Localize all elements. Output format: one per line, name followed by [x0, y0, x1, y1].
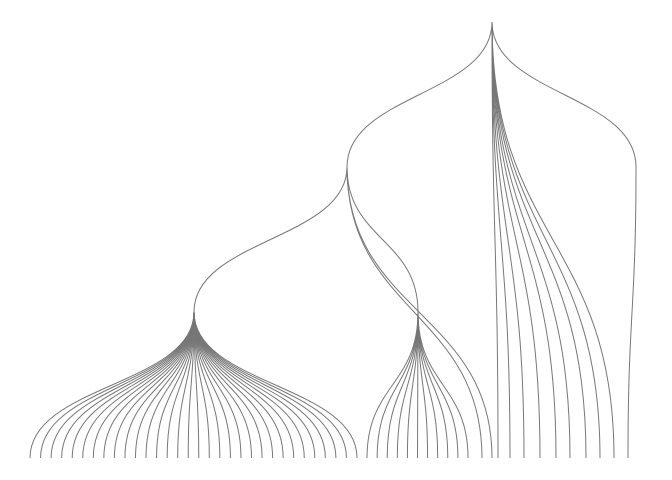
- link-a-a2: [346, 166, 419, 313]
- tree-links: [29, 21, 637, 459]
- link-root-r1: [491, 21, 499, 459]
- link-a-a4: [346, 166, 493, 459]
- a2-leaf-link-0: [366, 311, 419, 459]
- a1-leaf-link-2: [50, 311, 195, 459]
- a1-leaf-link-23: [193, 311, 274, 459]
- a1-leaf-link-3: [61, 311, 195, 459]
- link-root-a: [346, 21, 493, 168]
- link-root-r2: [491, 21, 511, 459]
- link-root-b: [491, 21, 637, 168]
- a1-leaf-link-8: [113, 311, 195, 459]
- link-b-b1: [627, 166, 637, 459]
- a2-leaf-link-1: [376, 311, 419, 459]
- a1-leaf-link-22: [193, 311, 263, 459]
- a1-leaf-link-12: [156, 311, 195, 459]
- link-a-a3: [346, 166, 483, 459]
- link-root-r5: [491, 21, 557, 459]
- a1-leaf-link-5: [82, 311, 195, 459]
- link-root-r6: [491, 21, 571, 459]
- a1-leaf-link-31: [193, 311, 358, 459]
- a1-leaf-link-0: [29, 311, 195, 459]
- a1-leaf-link-6: [92, 311, 195, 459]
- a1-leaf-link-9: [124, 311, 195, 459]
- link-root-r7: [491, 21, 587, 459]
- a1-leaf-link-1: [40, 311, 195, 459]
- a1-leaf-link-4: [71, 311, 195, 459]
- link-root-r4: [491, 21, 541, 459]
- link-root-r8: [491, 21, 601, 459]
- a1-leaf-link-21: [193, 311, 253, 459]
- link-a-a1: [193, 166, 348, 313]
- a2-leaf-link-9: [417, 311, 459, 459]
- a1-leaf-link-29: [193, 311, 337, 459]
- a2-leaf-link-7: [417, 311, 439, 459]
- a2-leaf-link-5: [417, 311, 419, 459]
- a2-leaf-link-2: [386, 311, 419, 459]
- a1-leaf-link-11: [145, 311, 195, 459]
- link-root-r9: [491, 21, 615, 459]
- link-root-r3: [491, 21, 525, 459]
- a2-leaf-link-10: [417, 311, 469, 459]
